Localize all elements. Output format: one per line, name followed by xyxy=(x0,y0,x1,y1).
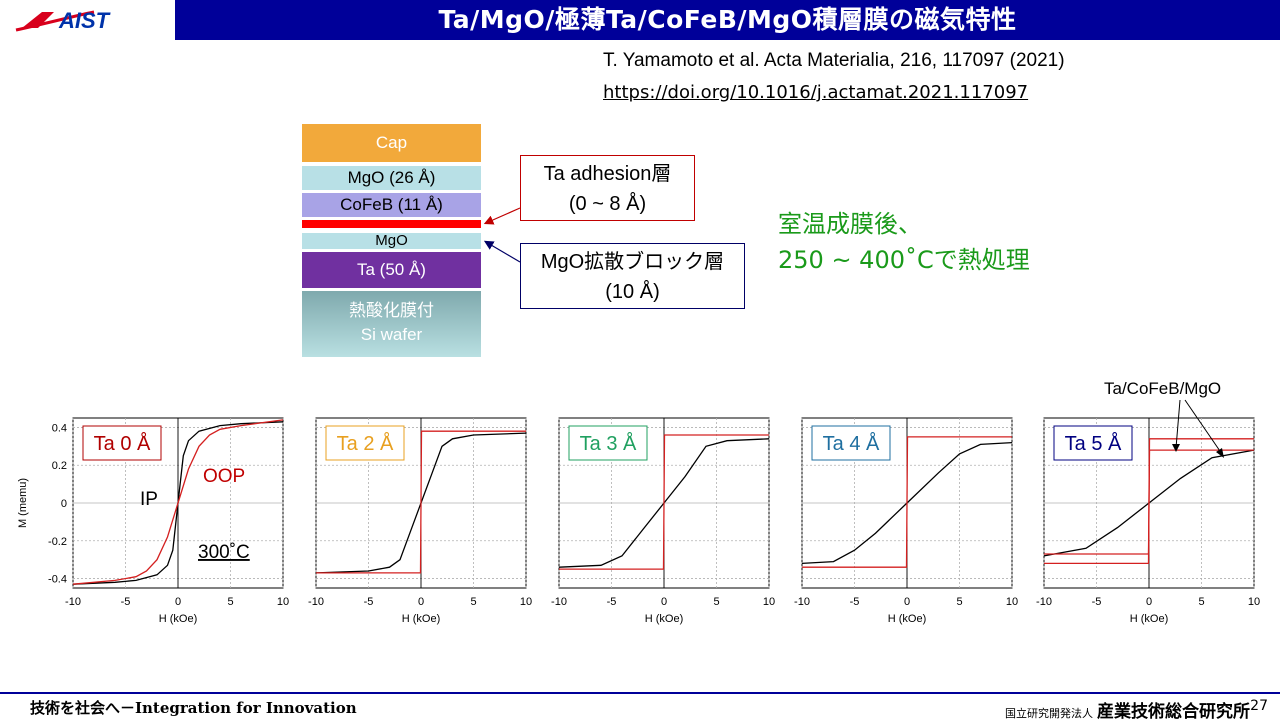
layer-ta-base: Ta (50 Å) xyxy=(302,252,481,288)
x-tick-label: -10 xyxy=(551,596,567,608)
x-tick-label: 0 xyxy=(175,596,181,608)
arrow-mgo-block xyxy=(483,240,521,263)
x-tick-label: 5 xyxy=(956,596,962,608)
x-tick-label: -5 xyxy=(607,596,617,608)
sample-label: Ta 3 Å xyxy=(580,432,637,455)
x-axis-label: H (kOe) xyxy=(159,613,198,625)
x-tick-label: 5 xyxy=(1198,596,1204,608)
layer-substrate: 熱酸化膜付 Si wafer xyxy=(302,291,481,357)
series-line-oop-2 xyxy=(1044,449,1254,565)
page-number: 27 xyxy=(1250,698,1268,714)
footer-org: 国立研究開発法人 産業技術総合研究所 xyxy=(1005,702,1250,722)
sample-label-box xyxy=(568,425,648,461)
x-tick-label: 0 xyxy=(661,596,667,608)
x-tick-label: 10 xyxy=(763,596,775,608)
temperature-annotation: 300˚C xyxy=(198,542,250,563)
sample-label: Ta 0 Å xyxy=(94,432,151,455)
x-axis-label: H (kOe) xyxy=(402,613,441,625)
oop-annotation: OOP xyxy=(203,466,245,487)
footer-divider xyxy=(0,692,1280,694)
y-axis-label: M (memu) xyxy=(17,478,29,528)
x-tick-label: 5 xyxy=(227,596,233,608)
y-tick-label: 0.4 xyxy=(52,422,67,434)
x-tick-label: 0 xyxy=(1146,596,1152,608)
ip-annotation: IP xyxy=(140,489,158,510)
sample-label: Ta 4 Å xyxy=(823,432,880,455)
arrow-ta-adhesion xyxy=(483,207,521,225)
callout-ta-adhesion: Ta adhesion層 (0 ~ 8 Å) xyxy=(520,155,695,221)
x-tick-label: -5 xyxy=(364,596,374,608)
layer-ta-adhesion xyxy=(302,220,481,228)
series-line-oop xyxy=(802,436,1012,568)
y-tick-label: 0.2 xyxy=(52,460,67,472)
x-tick-label: 10 xyxy=(1248,596,1260,608)
y-tick-label: 0 xyxy=(61,498,67,510)
layer-cofeb: CoFeB (11 Å) xyxy=(302,193,481,217)
magnetization-charts: -10 -5 0 5 10 H (kOe) 0.4 0.2 0 -0.2 -0.4 M (memu) T… xyxy=(17,379,1260,625)
x-tick-label: 10 xyxy=(1006,596,1018,608)
callout-mgo-block: MgO拡散ブロック層 (10 Å) xyxy=(520,243,745,309)
sample-label: Ta 2 Å xyxy=(337,432,394,455)
doi-link[interactable]: https://doi.org/10.1016/j.actamat.2021.1… xyxy=(603,82,1029,103)
x-axis-label: H (kOe) xyxy=(888,613,927,625)
page-title: Ta/MgO/極薄Ta/CoFeB/MgO積層膜の磁気特性 xyxy=(438,5,1017,34)
x-tick-label: -5 xyxy=(1092,596,1102,608)
title-bar: AIST Ta/MgO/極薄Ta/CoFeB/MgO積層膜の磁気特性 xyxy=(0,0,1280,40)
x-tick-label: -5 xyxy=(121,596,131,608)
annotation-pointer xyxy=(1184,399,1223,455)
x-tick-label: -10 xyxy=(1036,596,1052,608)
annotation-arrowhead xyxy=(1172,444,1180,452)
layer-cap: Cap xyxy=(302,124,481,162)
x-tick-label: 0 xyxy=(418,596,424,608)
layer-mgo-block: MgO xyxy=(302,233,481,249)
series-line-oop xyxy=(559,434,769,570)
annealing-note: 室温成膜後、 250 ~ 400˚Cで熱処理 xyxy=(778,210,1030,274)
x-tick-label: 5 xyxy=(713,596,719,608)
sample-label: Ta 5 Å xyxy=(1065,432,1122,455)
stack-annotation: Ta/CoFeB/MgO xyxy=(1104,379,1221,398)
x-tick-label: 10 xyxy=(277,596,289,608)
x-tick-label: -10 xyxy=(308,596,324,608)
y-tick-label: -0.2 xyxy=(48,536,67,548)
citation-text: T. Yamamoto et al. Acta Materialia, 216,… xyxy=(603,50,1065,71)
x-tick-label: -5 xyxy=(850,596,860,608)
footer-slogan: 技術を社会へ－Integration for Innovation xyxy=(30,699,357,717)
x-tick-label: -10 xyxy=(794,596,810,608)
series-line-oop xyxy=(72,419,284,585)
x-tick-label: -10 xyxy=(65,596,81,608)
y-tick-label: -0.4 xyxy=(48,574,67,586)
sample-label-box xyxy=(82,425,162,461)
x-axis-label: H (kOe) xyxy=(1130,613,1169,625)
x-axis-label: H (kOe) xyxy=(645,613,684,625)
sample-label-box xyxy=(1053,425,1133,461)
aist-logo: AIST xyxy=(0,0,175,40)
svg-text:AIST: AIST xyxy=(58,8,111,33)
series-line-oop xyxy=(316,430,526,574)
x-tick-label: 0 xyxy=(904,596,910,608)
sample-label-box xyxy=(811,425,891,461)
x-tick-label: 5 xyxy=(470,596,476,608)
layer-mgo-top: MgO (26 Å) xyxy=(302,166,481,190)
sample-label-box xyxy=(325,425,405,461)
annotation-pointer xyxy=(1175,399,1181,449)
annotation-arrowhead xyxy=(1216,448,1224,458)
x-tick-label: 10 xyxy=(520,596,532,608)
